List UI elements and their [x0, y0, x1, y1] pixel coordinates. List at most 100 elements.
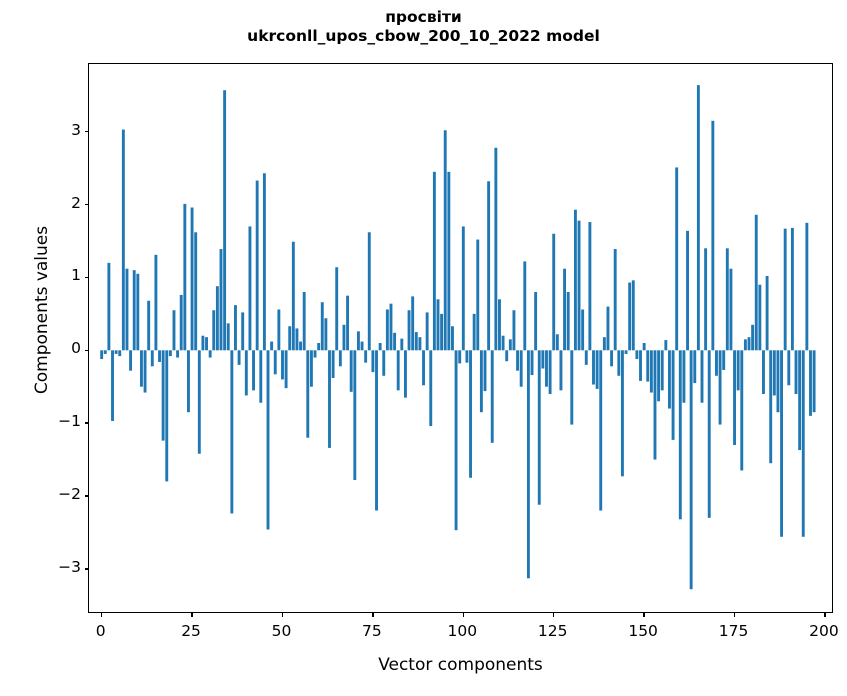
bar	[139, 350, 143, 387]
bar	[660, 350, 664, 391]
bar	[704, 248, 708, 351]
y-tick-label: 3	[71, 120, 81, 139]
bar	[552, 233, 556, 351]
bar	[320, 302, 324, 351]
bar	[226, 323, 230, 351]
bar	[212, 310, 216, 351]
bar	[548, 350, 552, 394]
bar	[812, 350, 816, 413]
bar	[519, 350, 523, 387]
bar	[472, 313, 476, 351]
bar	[570, 350, 574, 425]
bar	[165, 350, 169, 482]
bar	[234, 305, 237, 351]
bar	[121, 129, 125, 351]
x-tick-mark	[643, 612, 645, 617]
bar	[252, 350, 255, 391]
bar	[530, 350, 534, 376]
bar	[172, 310, 176, 351]
bar	[740, 350, 744, 471]
bar	[725, 248, 729, 351]
bar	[801, 350, 805, 537]
bar	[183, 203, 187, 351]
bar	[729, 268, 733, 351]
bar	[201, 335, 205, 351]
bar	[675, 167, 679, 351]
bar	[176, 350, 180, 358]
x-tick-label: 25	[181, 622, 201, 640]
bar	[270, 341, 274, 351]
bar	[103, 350, 107, 354]
bar	[418, 337, 422, 351]
bar	[465, 350, 469, 363]
bar	[707, 350, 711, 518]
chart-title-line-1: просвіти	[385, 8, 462, 26]
x-tick-label: 0	[95, 622, 106, 640]
y-tick-label: 1	[71, 266, 81, 285]
bars-container	[89, 64, 832, 612]
bar	[769, 350, 773, 464]
bar	[620, 350, 624, 477]
bar	[147, 300, 151, 351]
bar	[205, 337, 208, 351]
bar	[309, 350, 313, 387]
y-tick-mark	[84, 422, 89, 424]
bar	[693, 350, 697, 384]
x-tick-mark	[462, 612, 464, 617]
bar	[602, 337, 606, 351]
bar	[487, 181, 491, 351]
bar	[588, 222, 592, 351]
bar	[733, 350, 736, 445]
bar	[338, 350, 342, 367]
bar	[447, 171, 451, 351]
bar	[642, 343, 646, 351]
bar	[469, 350, 472, 478]
bar	[288, 326, 292, 351]
x-tick-mark	[824, 612, 826, 617]
bar	[483, 350, 487, 392]
bar	[266, 350, 270, 530]
bar	[411, 296, 415, 351]
bar	[425, 312, 429, 351]
bar	[237, 350, 241, 365]
bar	[132, 270, 136, 351]
bar	[736, 350, 740, 391]
bar	[353, 350, 357, 480]
bar	[331, 350, 335, 378]
bar	[194, 232, 198, 351]
bar	[592, 350, 595, 385]
bar	[371, 350, 375, 373]
bar	[129, 350, 133, 371]
bar	[342, 324, 346, 351]
bar	[230, 350, 234, 514]
bar	[689, 350, 693, 590]
bar	[248, 226, 252, 351]
bar	[765, 275, 769, 351]
bar	[396, 350, 400, 391]
bar	[244, 350, 248, 396]
x-tick-label: 75	[362, 622, 382, 640]
bar	[158, 350, 161, 362]
bar	[595, 350, 599, 389]
x-tick-label: 100	[447, 622, 478, 640]
bar	[306, 350, 310, 438]
bar	[715, 350, 718, 376]
bar	[443, 130, 447, 351]
bar	[291, 241, 295, 351]
bar	[809, 350, 812, 416]
bar	[516, 350, 519, 371]
bar	[136, 273, 140, 351]
bar	[360, 341, 364, 351]
x-tick-mark	[191, 612, 193, 617]
bar	[722, 350, 726, 370]
bar	[696, 85, 700, 351]
bar	[613, 249, 617, 351]
bar	[711, 120, 715, 351]
bar	[790, 227, 794, 351]
bar	[577, 220, 581, 351]
bar	[639, 350, 642, 381]
chart-title: просвіти ukrconll_upos_cbow_200_10_2022 …	[0, 8, 847, 47]
bar	[168, 350, 172, 357]
x-tick-mark	[553, 612, 555, 617]
x-tick-mark	[733, 612, 736, 617]
